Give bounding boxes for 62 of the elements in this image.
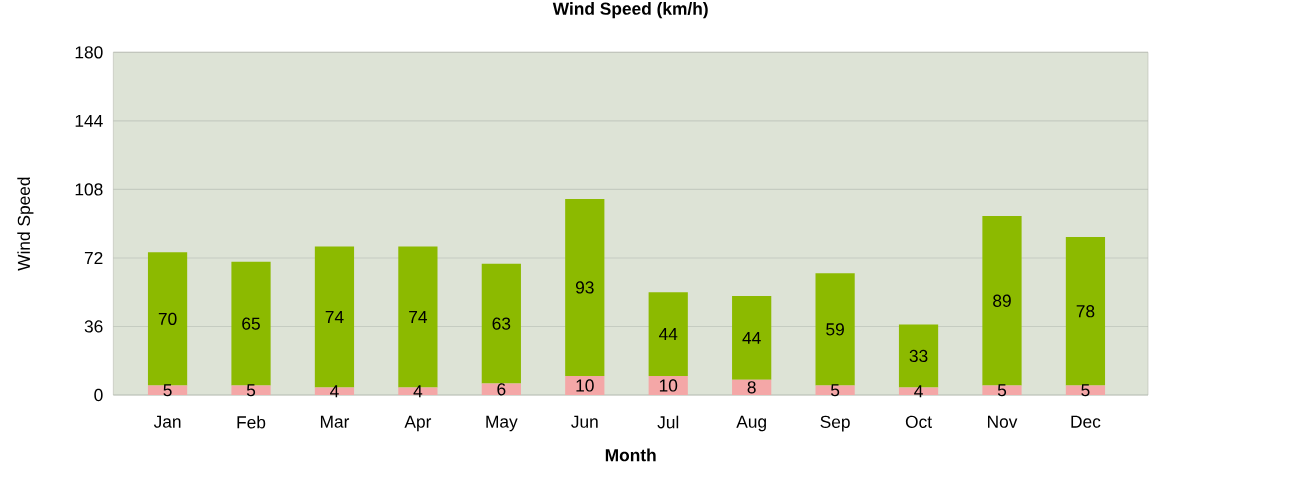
x-tick-label: Jun: [571, 415, 598, 428]
data-label: 8: [747, 381, 756, 394]
x-axis-title: Month: [605, 448, 656, 462]
bar: [231, 385, 271, 395]
x-tick-label: Dec: [1071, 415, 1101, 428]
bar: [982, 216, 1022, 386]
bar: [565, 375, 605, 395]
bar: [565, 198, 605, 376]
bar: [147, 252, 188, 386]
x-tick-label: Aug: [736, 415, 766, 432]
x-tick-label: Apr: [404, 415, 432, 432]
y-axis-title: Wind Speed: [17, 177, 34, 271]
x-tick-label: Oct: [905, 415, 932, 428]
y-tick-label: 108: [75, 183, 103, 196]
data-label: 44: [742, 331, 761, 344]
data-label: 5: [997, 384, 1007, 397]
x-tick-label: Sep: [820, 415, 850, 432]
data-label: 5: [246, 384, 256, 397]
data-label: 89: [993, 294, 1011, 307]
x-tick-label: May: [486, 415, 518, 432]
x-tick-label: Jul: [657, 415, 679, 429]
data-label: 10: [576, 379, 594, 392]
bar: [481, 263, 521, 384]
bar: [815, 273, 855, 386]
bar: [1065, 385, 1106, 395]
bar: [1065, 236, 1106, 386]
data-label: 78: [1076, 305, 1095, 318]
x-tick-label: Jan: [153, 415, 181, 428]
data-label: 59: [826, 323, 844, 336]
bar: [648, 375, 688, 395]
y-tick-label: 0: [94, 388, 103, 402]
data-label: 70: [158, 312, 177, 325]
bar: [732, 296, 772, 380]
bar: [231, 261, 271, 386]
data-label: 44: [658, 328, 678, 341]
x-tick-label: Feb: [237, 415, 266, 429]
data-label: 5: [830, 384, 840, 397]
bar: [732, 379, 772, 395]
data-label: 65: [242, 317, 260, 330]
data-label: 6: [497, 383, 506, 396]
data-label: 4: [413, 385, 423, 398]
y-tick-label: 180: [75, 46, 103, 59]
bar: [648, 292, 688, 376]
data-label: 5: [1081, 384, 1090, 397]
data-label: 5: [163, 384, 172, 397]
data-label: 4: [330, 385, 339, 398]
bar: [147, 385, 188, 395]
x-tick-label: Nov: [988, 415, 1018, 428]
chart-title: Wind Speed (km/h): [552, 2, 708, 19]
data-label: 10: [659, 379, 678, 392]
data-label: 4: [914, 385, 923, 398]
bar: [982, 385, 1022, 395]
y-tick-label: 72: [84, 251, 103, 264]
data-label: 74: [325, 310, 344, 323]
y-tick-label: 144: [75, 114, 103, 127]
data-label: 74: [409, 310, 428, 323]
y-tick-label: 36: [84, 320, 103, 333]
data-label: 33: [909, 349, 928, 363]
bar: [815, 385, 855, 395]
data-label: 63: [492, 317, 511, 330]
x-tick-label: Mar: [320, 415, 350, 428]
data-label: 93: [575, 281, 594, 294]
